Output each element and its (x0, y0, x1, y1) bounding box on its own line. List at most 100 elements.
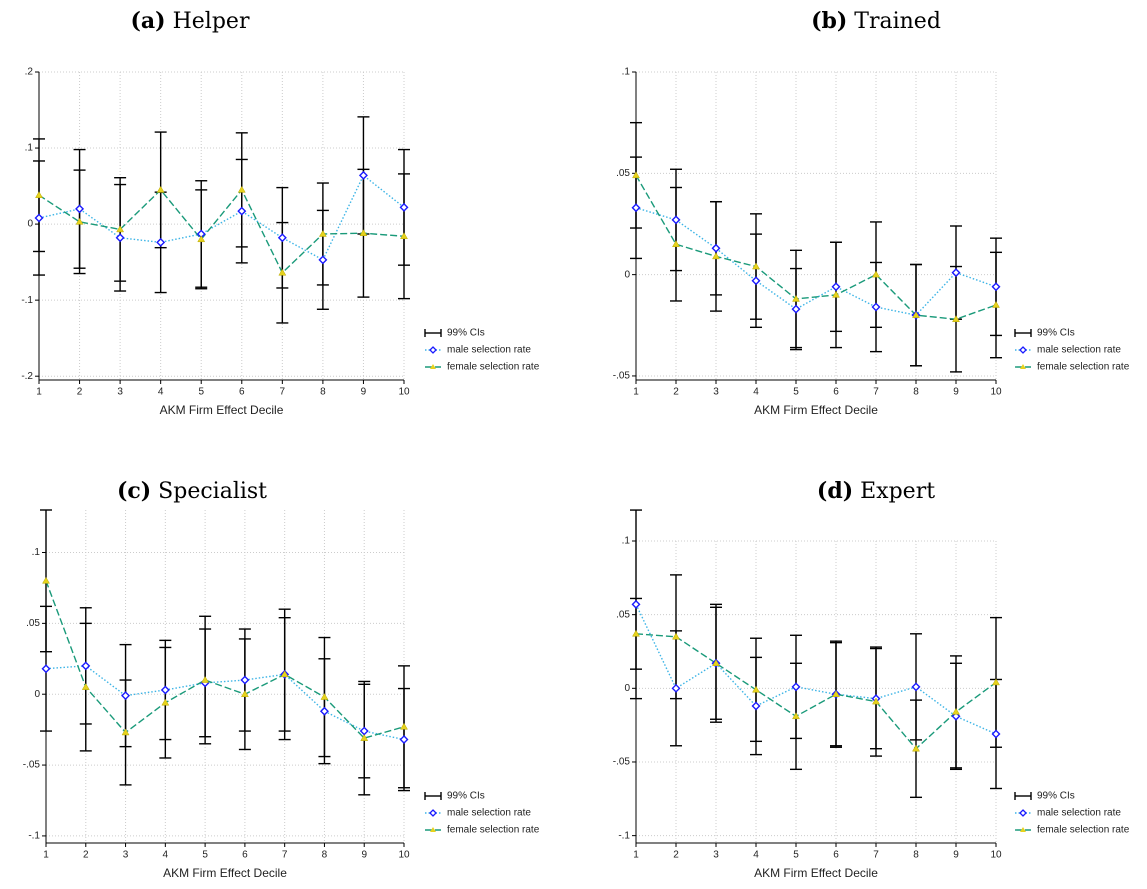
panel-name: Expert (860, 479, 935, 504)
marker (115, 233, 125, 243)
marker (359, 726, 369, 736)
marker (632, 171, 640, 179)
marker (792, 712, 800, 720)
legend-marker (1019, 809, 1027, 817)
x-tick-label: 2 (83, 850, 89, 861)
marker (712, 659, 720, 667)
y-tick-label: .2 (25, 67, 34, 78)
x-axis-label: AKM Firm Effect Decile (163, 866, 287, 880)
marker (160, 685, 170, 695)
panel-title: (d) Expert (817, 478, 935, 504)
marker (156, 185, 165, 193)
y-tick-label: -.1 (618, 830, 630, 841)
marker (278, 268, 287, 276)
x-tick-label: 6 (242, 850, 248, 861)
marker (951, 268, 961, 278)
x-tick-label: 10 (990, 850, 1002, 861)
x-tick-label: 7 (282, 850, 288, 861)
x-tick-label: 8 (322, 850, 328, 861)
legend-label: 99% CIs (447, 791, 485, 802)
x-tick-label: 6 (833, 387, 839, 398)
marker (912, 311, 920, 318)
marker (318, 255, 328, 265)
x-tick-label: 5 (793, 387, 799, 398)
series-line (635, 207, 997, 316)
x-tick-label: 3 (123, 850, 129, 861)
marker (672, 632, 680, 640)
x-tick-label: 7 (873, 850, 879, 861)
marker (280, 670, 289, 678)
y-tick-label: -.05 (23, 760, 41, 771)
marker (358, 170, 368, 180)
series-line (38, 188, 405, 274)
marker (992, 678, 1000, 686)
x-tick-label: 4 (753, 387, 759, 398)
legend-marker (430, 364, 436, 369)
x-tick-label: 9 (953, 387, 959, 398)
y-tick-label: 0 (34, 689, 40, 700)
panel-label: (a) (131, 8, 166, 34)
marker (951, 711, 961, 721)
legend-marker (1020, 364, 1026, 369)
marker (161, 698, 170, 706)
marker (912, 744, 920, 752)
marker (751, 276, 761, 286)
x-tick-label: 5 (198, 387, 204, 398)
x-tick-label: 3 (117, 387, 123, 398)
marker (631, 203, 641, 213)
legend-label: male selection rate (447, 345, 531, 356)
y-tick-label: -.05 (613, 757, 631, 768)
marker (751, 701, 761, 711)
x-tick-label: 6 (239, 387, 245, 398)
marker (872, 270, 880, 278)
y-tick-label: -.2 (21, 371, 33, 382)
marker (42, 576, 50, 584)
marker (35, 191, 43, 198)
marker (359, 229, 368, 236)
marker (752, 262, 760, 270)
marker (712, 252, 720, 260)
x-tick-label: 9 (361, 387, 367, 398)
legend-marker (429, 346, 437, 354)
series-line (635, 174, 997, 320)
x-tick-label: 9 (953, 850, 959, 861)
x-tick-label: 2 (673, 387, 679, 398)
legend-label: female selection rate (1037, 825, 1130, 836)
panel-label: (b) (811, 8, 847, 34)
marker (992, 301, 1000, 308)
marker (631, 599, 641, 609)
marker (320, 693, 329, 700)
series-line (635, 604, 997, 735)
marker (240, 675, 250, 685)
x-tick-label: 2 (673, 850, 679, 861)
marker (871, 302, 881, 312)
legend-marker (429, 809, 437, 817)
marker (872, 697, 880, 705)
legend-marker (1020, 827, 1026, 832)
panel: (c) Specialist -.1 -.05 0 .05 .1 1 2 3 4 5 6 7 8 9 10 AK… (23, 478, 540, 880)
marker (81, 683, 90, 690)
x-axis-label: AKM Firm Effect Decile (754, 403, 878, 417)
panel-name: Trained (854, 9, 941, 34)
legend-label: 99% CIs (447, 328, 485, 339)
marker (318, 229, 327, 237)
x-tick-label: 1 (633, 850, 639, 861)
y-tick-label: 0 (27, 219, 33, 230)
legend-label: 99% CIs (1037, 791, 1075, 802)
x-tick-label: 8 (913, 387, 919, 398)
x-tick-label: 10 (398, 387, 410, 398)
panel-title: (c) Specialist (117, 478, 267, 504)
x-tick-label: 4 (163, 850, 169, 861)
y-tick-label: -.05 (613, 371, 631, 382)
y-tick-label: .05 (26, 618, 40, 629)
panel-name: Helper (173, 9, 250, 34)
legend-label: male selection rate (447, 808, 531, 819)
marker (399, 202, 409, 212)
marker (116, 225, 125, 233)
panel-title: (b) Trained (811, 8, 941, 34)
marker (991, 282, 1001, 292)
y-tick-label: .1 (25, 143, 34, 154)
y-tick-label: 0 (624, 269, 630, 280)
x-tick-label: 6 (833, 850, 839, 861)
